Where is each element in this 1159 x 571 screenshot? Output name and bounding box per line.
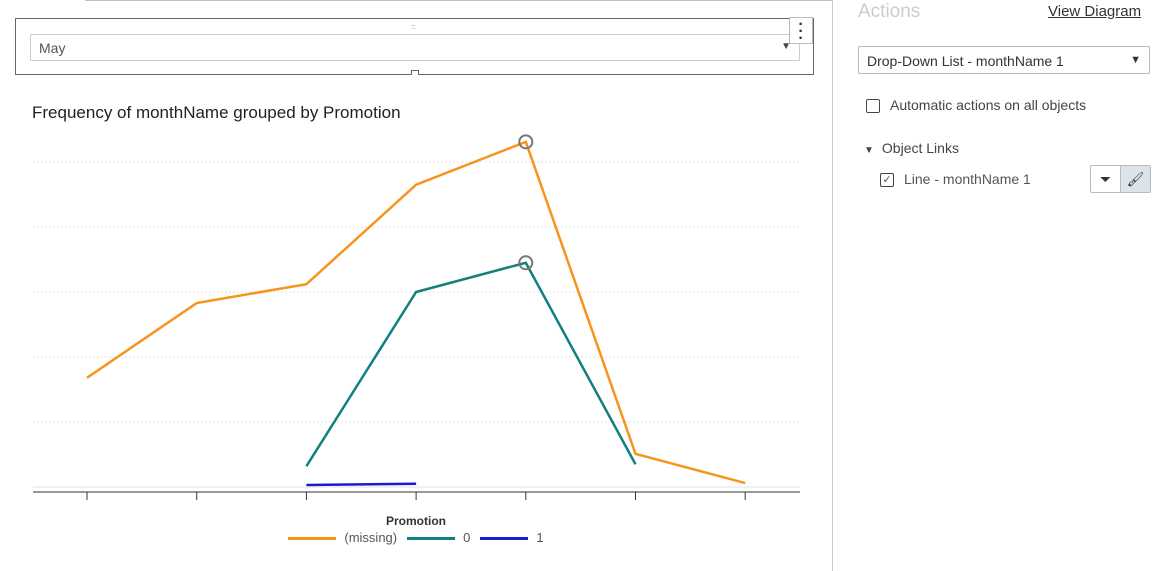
report-canvas: :::: May ▼ · · · Frequency of monthName gro… — [0, 0, 833, 571]
chevron-down-icon: ▼ — [781, 41, 791, 52]
more-options-icon[interactable]: · · · — [789, 17, 813, 47]
chart-legend: Promotion (missing) 0 1 — [0, 514, 832, 545]
series-line-1[interactable] — [306, 482, 417, 487]
resize-handle[interactable] — [411, 70, 419, 75]
series-line-missing[interactable] — [86, 140, 746, 485]
series-line-0[interactable] — [305, 261, 637, 467]
legend-item-missing[interactable]: (missing) — [288, 530, 397, 545]
automatic-actions-checkbox[interactable] — [866, 99, 880, 114]
view-diagram-link[interactable]: View Diagram — [1048, 3, 1142, 20]
link-type-toggle: ⏷ 🖌 — [1090, 165, 1151, 193]
source-object-value: Drop-Down List - monthName 1 — [867, 53, 1064, 69]
month-dropdown-value: May — [39, 40, 66, 56]
drag-grip-icon[interactable]: :::: — [411, 24, 416, 31]
filter-icon[interactable]: ⏷ — [1099, 171, 1112, 187]
object-links-section[interactable]: ▼ Object Links — [864, 140, 959, 156]
panel-heading: Actions — [858, 1, 921, 22]
legend-item-1[interactable]: 1 — [480, 530, 544, 545]
divider — [85, 0, 832, 1]
link-checkbox-checked[interactable]: ✓ — [880, 173, 894, 188]
month-dropdown[interactable]: May ▼ — [30, 34, 800, 61]
selected-point-marker[interactable] — [518, 255, 534, 271]
chart-title: Frequency of monthName grouped by Promot… — [32, 103, 401, 122]
automatic-actions-option[interactable]: Automatic actions on all objects — [866, 97, 1086, 114]
source-object-dropdown[interactable]: Drop-Down List - monthName 1 ▼ — [858, 46, 1150, 74]
object-link-item[interactable]: ✓ Line - monthName 1 — [880, 171, 1031, 188]
collapse-triangle-icon[interactable]: ▼ — [864, 145, 874, 156]
line-chart — [33, 134, 800, 500]
legend-item-0[interactable]: 0 — [407, 530, 470, 545]
actions-panel: Actions View Diagram Drop-Down List - mo… — [842, 0, 1159, 571]
brush-icon[interactable]: 🖌 — [1120, 166, 1150, 192]
chevron-down-icon: ▼ — [1130, 54, 1141, 66]
dropdown-control-container[interactable]: :::: May ▼ · · · — [15, 17, 814, 75]
selected-point-marker[interactable] — [518, 134, 534, 150]
legend-title: Promotion — [386, 514, 446, 528]
